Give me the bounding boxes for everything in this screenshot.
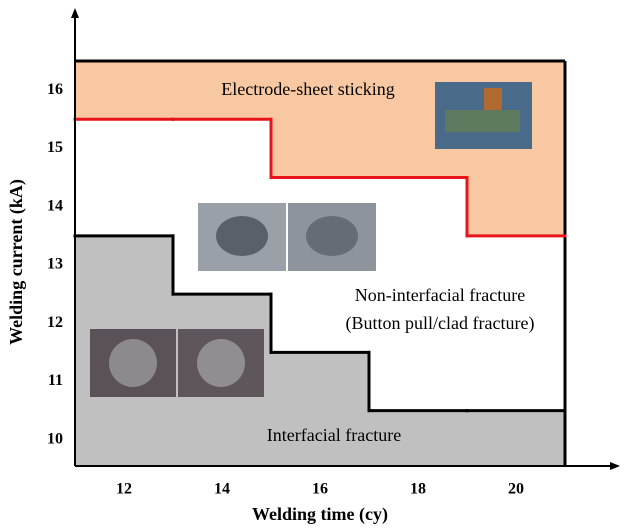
x-tick-label: 20: [508, 481, 524, 498]
y-tick-label: 12: [47, 314, 63, 331]
y-tick-label: 15: [47, 139, 63, 156]
region-fill: [271, 352, 369, 466]
y-tick-label: 10: [47, 430, 63, 447]
photo-detail: [306, 216, 358, 256]
x-tick-label: 18: [410, 481, 426, 498]
region-fill: [75, 61, 173, 119]
photo-detail: [197, 339, 245, 387]
x-axis-arrow: [610, 462, 620, 470]
y-axis-arrow: [71, 8, 79, 18]
x-axis-label: Welding time (cy): [252, 504, 388, 525]
photo-detail: [445, 110, 520, 132]
annotation: Non-interfacial fracture: [355, 285, 525, 305]
annotation: Electrode-sheet sticking: [221, 79, 394, 99]
x-tick-label: 16: [312, 481, 328, 498]
y-tick-label: 13: [47, 256, 63, 273]
y-tick-label: 11: [48, 372, 63, 389]
annotation: Interfacial fracture: [267, 425, 401, 445]
region-fill: [467, 411, 565, 466]
y-tick-label: 16: [47, 81, 63, 98]
y-axis-label: Welding current (kA): [6, 179, 27, 345]
x-tick-label: 12: [116, 481, 132, 498]
annotation: (Button pull/clad fracture): [346, 313, 535, 334]
photo-detail: [484, 88, 502, 110]
x-tick-label: 14: [214, 481, 230, 498]
photo-detail: [109, 339, 157, 387]
photo-detail: [216, 216, 268, 256]
y-tick-label: 14: [47, 197, 63, 214]
chart: Welding time (cy) Welding current (kA) 1…: [0, 0, 624, 528]
